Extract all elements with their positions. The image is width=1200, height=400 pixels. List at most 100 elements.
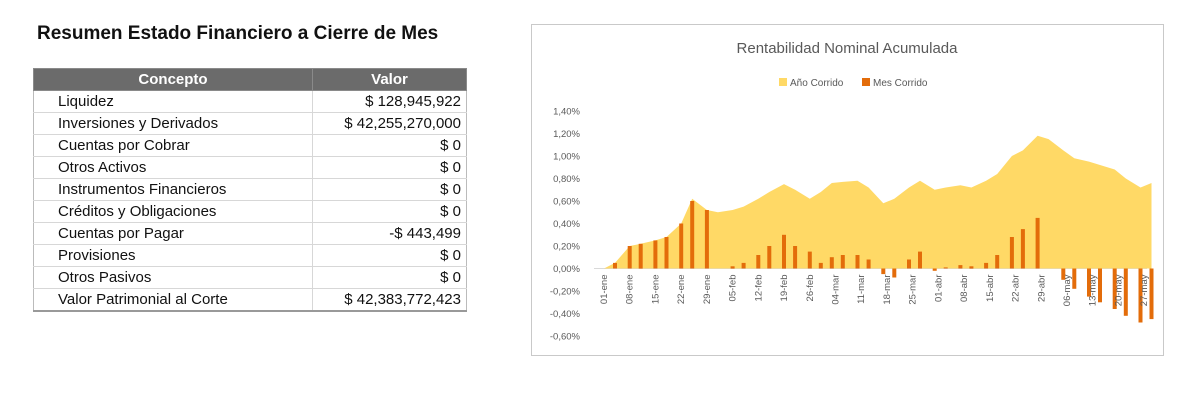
y-tick-label: 1,00%	[553, 152, 580, 163]
concepto-cell: Cuentas por Pagar	[33, 222, 313, 245]
concepto-cell: Créditos y Obligaciones	[33, 200, 313, 223]
bar-mes-corrido	[690, 201, 695, 269]
bar-mes-corrido	[653, 240, 658, 269]
header-concepto: Concepto	[33, 68, 313, 91]
valor-cell: -$ 443,499	[312, 222, 467, 245]
concepto-cell: Otros Activos	[33, 156, 313, 179]
x-tick-label: 08-abr	[959, 275, 970, 302]
legend-label-0: Año Corrido	[790, 78, 844, 89]
bar-mes-corrido	[679, 223, 684, 269]
bar-mes-corrido	[627, 246, 632, 269]
bar-mes-corrido	[1072, 268, 1077, 289]
valor-cell: $ 0	[312, 266, 467, 289]
chart-svg: Rentabilidad Nominal Acumulada Año Corrid…	[550, 40, 1154, 343]
bar-mes-corrido	[855, 255, 860, 269]
table-row: Otros Pasivos $ 0	[33, 266, 467, 289]
table-row: Valor Patrimonial al Corte $ 42,383,772,4…	[33, 288, 467, 312]
concepto-cell: Instrumentos Financieros	[33, 178, 313, 201]
x-tick-label: 08-ene	[625, 275, 636, 305]
y-tick-label: -0,40%	[550, 309, 581, 320]
concepto-cell: Valor Patrimonial al Corte	[33, 288, 313, 312]
y-tick-label: 0,80%	[553, 174, 580, 185]
y-tick-label: -0,20%	[550, 287, 581, 298]
bar-mes-corrido	[995, 255, 1000, 269]
valor-cell: $ 0	[312, 178, 467, 201]
bar-mes-corrido	[1020, 229, 1025, 269]
bar-mes-corrido	[664, 237, 669, 269]
legend-swatch-0	[779, 78, 787, 86]
y-tick-label: 0,40%	[553, 219, 580, 230]
concepto-cell: Liquidez	[33, 90, 313, 113]
x-tick-label: 20-may	[1113, 274, 1124, 306]
table-row: Inversiones y Derivados $ 42,255,270,000	[33, 112, 467, 135]
bar-mes-corrido	[918, 251, 922, 269]
bar-mes-corrido	[638, 243, 643, 269]
table-row: Provisiones $ 0	[33, 244, 467, 267]
x-tick-label: 13-may	[1088, 274, 1099, 306]
bar-mes-corrido	[892, 268, 897, 278]
concepto-cell: Inversiones y Derivados	[33, 112, 313, 135]
y-tick-label: 1,40%	[553, 107, 580, 118]
legend-swatch-1	[862, 78, 870, 86]
concepto-cell: Otros Pasivos	[33, 266, 313, 289]
area-ano-corrido	[604, 135, 1152, 269]
valor-cell: $ 0	[312, 244, 467, 267]
header-valor: Valor	[312, 68, 467, 91]
y-tick-label: 0,00%	[553, 264, 580, 275]
valor-cell: $ 0	[312, 134, 467, 157]
bar-mes-corrido	[958, 265, 963, 269]
bar-mes-corrido	[866, 259, 871, 269]
x-tick-label: 04-mar	[830, 275, 841, 305]
x-tick-label: 22-ene	[676, 275, 687, 305]
x-tick-label: 15-abr	[985, 275, 996, 302]
x-tick-label: 05-feb	[728, 275, 739, 302]
x-tick-label: 19-feb	[779, 275, 790, 302]
bar-mes-corrido	[818, 262, 823, 269]
valor-cell: $ 128,945,922	[312, 90, 467, 113]
y-tick-label: 0,20%	[553, 242, 580, 253]
chart-title: Rentabilidad Nominal Acumulada	[737, 40, 959, 57]
y-tick-label: -0,60%	[550, 332, 581, 343]
table-header-row: Concepto Valor	[33, 68, 467, 91]
bar-mes-corrido	[741, 262, 746, 269]
bar-mes-corrido	[840, 255, 845, 269]
table-row: Instrumentos Financieros $ 0	[33, 178, 467, 201]
bar-mes-corrido	[730, 266, 735, 269]
chart-container: Rentabilidad Nominal Acumulada Año Corrid…	[531, 24, 1164, 356]
bar-mes-corrido	[1061, 268, 1066, 280]
bar-mes-corrido	[829, 257, 834, 269]
x-tick-label: 06-may	[1062, 274, 1073, 306]
x-tick-label: 18-mar	[882, 275, 893, 305]
table-title: Resumen Estado Financiero a Cierre de Me…	[37, 23, 439, 44]
x-tick-label: 29-ene	[702, 275, 713, 305]
x-tick-label: 01-ene	[599, 275, 610, 305]
bar-mes-corrido	[1087, 268, 1091, 297]
bar-mes-corrido	[943, 267, 948, 269]
bar-mes-corrido	[1123, 268, 1128, 316]
bar-mes-corrido	[932, 268, 937, 271]
x-tick-label: 01-abr	[933, 275, 944, 302]
bar-mes-corrido	[969, 266, 974, 269]
bar-mes-corrido	[881, 268, 886, 275]
concepto-cell: Provisiones	[33, 244, 313, 267]
x-tick-label: 25-mar	[908, 275, 919, 305]
x-tick-label: 15-ene	[650, 275, 661, 305]
bar-mes-corrido	[984, 262, 989, 269]
summary-table: Concepto Valor Liquidez $ 128,945,922 Inve…	[33, 68, 467, 312]
bar-mes-corrido	[807, 251, 812, 269]
x-tick-label: 11-mar	[856, 275, 867, 304]
bar-mes-corrido	[1009, 237, 1014, 269]
x-tick-label: 22-abr	[1011, 275, 1022, 302]
valor-cell: $ 42,255,270,000	[312, 112, 467, 135]
valor-cell: $ 0	[312, 200, 467, 223]
bar-mes-corrido	[613, 262, 617, 269]
bar-mes-corrido	[767, 246, 772, 269]
bar-mes-corrido	[907, 259, 911, 269]
x-tick-label: 29-abr	[1036, 275, 1047, 302]
concepto-cell: Cuentas por Cobrar	[33, 134, 313, 157]
bar-mes-corrido	[1149, 268, 1154, 320]
bar-mes-corrido	[1035, 217, 1040, 269]
x-tick-label: 12-feb	[753, 275, 764, 302]
bar-mes-corrido	[756, 255, 761, 269]
table-row: Cuentas por Cobrar $ 0	[33, 134, 467, 157]
